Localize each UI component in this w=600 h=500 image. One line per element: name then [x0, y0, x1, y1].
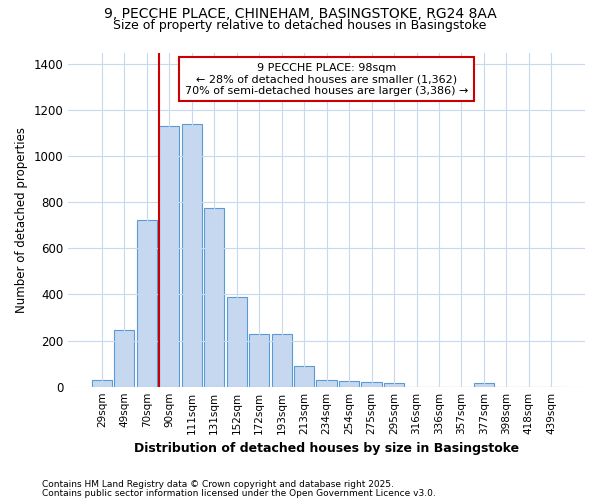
Text: 9 PECCHE PLACE: 98sqm
← 28% of detached houses are smaller (1,362)
70% of semi-d: 9 PECCHE PLACE: 98sqm ← 28% of detached … [185, 62, 468, 96]
Bar [474, 383, 494, 386]
Bar [294, 366, 314, 386]
Text: Contains public sector information licensed under the Open Government Licence v3: Contains public sector information licen… [42, 488, 436, 498]
Bar [361, 382, 382, 386]
Text: Contains HM Land Registry data © Crown copyright and database right 2025.: Contains HM Land Registry data © Crown c… [42, 480, 394, 489]
Bar [114, 330, 134, 386]
Text: 9, PECCHE PLACE, CHINEHAM, BASINGSTOKE, RG24 8AA: 9, PECCHE PLACE, CHINEHAM, BASINGSTOKE, … [104, 8, 496, 22]
Y-axis label: Number of detached properties: Number of detached properties [15, 126, 28, 312]
Bar [249, 334, 269, 386]
X-axis label: Distribution of detached houses by size in Basingstoke: Distribution of detached houses by size … [134, 442, 519, 455]
Bar [182, 124, 202, 386]
Bar [272, 334, 292, 386]
Bar [92, 380, 112, 386]
Bar [204, 208, 224, 386]
Bar [137, 220, 157, 386]
Bar [227, 297, 247, 386]
Bar [339, 381, 359, 386]
Bar [159, 126, 179, 386]
Bar [316, 380, 337, 386]
Text: Size of property relative to detached houses in Basingstoke: Size of property relative to detached ho… [113, 19, 487, 32]
Bar [384, 383, 404, 386]
